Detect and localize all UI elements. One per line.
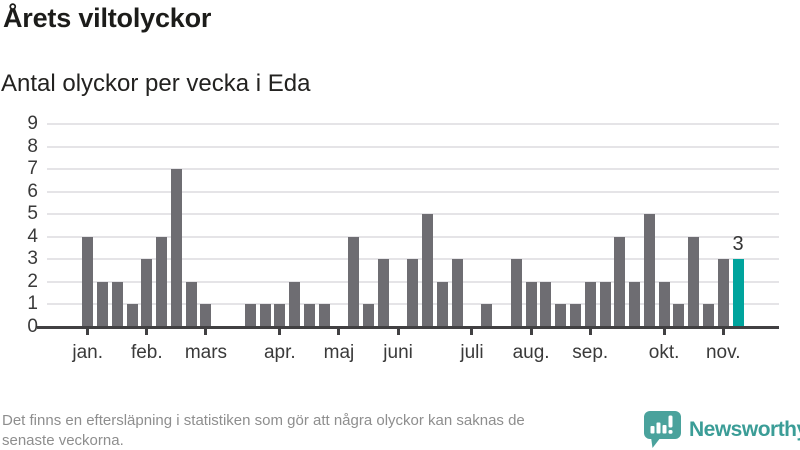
bar-week-39	[643, 214, 655, 327]
bar-week-9	[200, 304, 212, 327]
x-tick-jan	[86, 327, 90, 335]
bar-week-28	[481, 304, 493, 327]
bar-week-41	[673, 304, 685, 327]
x-axis-line	[37, 326, 779, 329]
bar-week-24	[422, 214, 434, 327]
bar-week-31	[525, 281, 537, 327]
x-tick-sep	[588, 327, 592, 335]
bar-week-30	[510, 259, 522, 327]
y-tick-label-9: 9	[27, 113, 38, 134]
bar-week-21	[377, 259, 389, 327]
bar-week-32	[540, 281, 552, 327]
bar-week-36	[599, 281, 611, 327]
bar-week-2	[96, 281, 108, 327]
bar-week-35	[584, 281, 596, 327]
gridline-5	[47, 213, 779, 216]
disclaimer-line-2: senaste veckorna.	[2, 432, 124, 449]
bar-week-17	[318, 304, 330, 327]
bar-week-7	[170, 169, 182, 327]
x-tick-apr	[278, 327, 282, 335]
bar-week-19	[348, 236, 360, 327]
bar-week-5	[141, 259, 153, 327]
x-tick-juli	[470, 327, 474, 335]
gridline-7	[47, 168, 779, 171]
newsworthy-logo: Newsworthy	[644, 411, 800, 448]
bar-week-4	[126, 304, 138, 327]
disclaimer-line-1: Det finns en eftersläpning i statistiken…	[2, 412, 525, 429]
gridline-9	[47, 123, 779, 125]
bar-week-13	[259, 304, 271, 327]
x-tick-label-maj: maj	[323, 342, 355, 363]
x-tick-maj	[337, 327, 341, 335]
bar-week-15	[289, 281, 301, 327]
bar-week-16	[303, 304, 315, 327]
x-tick-okt	[662, 327, 666, 335]
chart-subtitle: Antal olyckor per vecka i Eda	[1, 70, 311, 97]
y-tick-label-3: 3	[27, 248, 38, 270]
bar-week-33	[555, 304, 567, 327]
bar-week-23	[407, 259, 419, 327]
y-tick-label-8: 8	[27, 135, 38, 157]
x-tick-label-mars: mars	[184, 342, 228, 363]
x-tick-label-nov: nov.	[705, 342, 741, 363]
bar-chart: 0 1 2 3 4 5 6 7 8 9 jan. feb. mars apr. maj juni juli aug…	[27, 113, 779, 363]
bar-week-14	[274, 304, 286, 327]
bar-week-3	[111, 281, 123, 327]
bar-week-37	[614, 236, 626, 327]
y-tick-label-0: 0	[27, 316, 38, 337]
bar-week-25	[436, 281, 448, 327]
bar-week-40	[658, 281, 670, 327]
y-tick-label-4: 4	[27, 225, 38, 247]
gridline-4	[47, 235, 779, 238]
bar-week-44	[717, 259, 729, 327]
y-tick-label-7: 7	[27, 158, 38, 180]
x-tick-label-okt: okt.	[648, 342, 680, 363]
x-tick-label-juni: juni	[383, 342, 413, 363]
x-tick-juni	[396, 327, 400, 335]
bar-week-6	[156, 236, 168, 327]
x-tick-aug	[529, 327, 533, 335]
bar-week-26	[451, 259, 463, 327]
newsworthy-icon	[644, 411, 681, 448]
x-tick-feb	[145, 327, 149, 335]
bar-week-20	[363, 304, 375, 327]
chart-title: Årets viltolyckor	[3, 3, 212, 33]
bar-week-12	[244, 304, 256, 327]
bar-week-1	[82, 236, 94, 327]
y-tick-label-1: 1	[27, 293, 38, 315]
gridline-8	[47, 145, 779, 148]
bar-week-45-highlight	[732, 259, 744, 327]
bar-week-34	[569, 304, 581, 327]
x-tick-label-juli: juli	[460, 342, 484, 363]
bar-week-8	[185, 281, 197, 327]
x-tick-label-sep: sep.	[572, 342, 609, 363]
x-tick-mars	[204, 327, 208, 335]
x-tick-label-aug: aug.	[512, 342, 550, 363]
bar-week-43	[702, 304, 714, 327]
y-tick-label-6: 6	[27, 180, 38, 202]
x-tick-label-apr: apr.	[263, 342, 296, 363]
x-tick-label-jan: jan.	[72, 342, 103, 363]
x-tick-nov	[721, 327, 725, 335]
gridline-6	[47, 190, 779, 193]
bar-value-label: 3	[732, 233, 744, 256]
newsworthy-wordmark: Newsworthy	[689, 417, 800, 441]
bar-week-38	[629, 281, 641, 327]
bar-week-42	[688, 236, 700, 327]
y-tick-label-2: 2	[27, 270, 38, 292]
x-tick-label-feb: feb.	[130, 342, 163, 363]
y-tick-label-5: 5	[27, 203, 38, 225]
